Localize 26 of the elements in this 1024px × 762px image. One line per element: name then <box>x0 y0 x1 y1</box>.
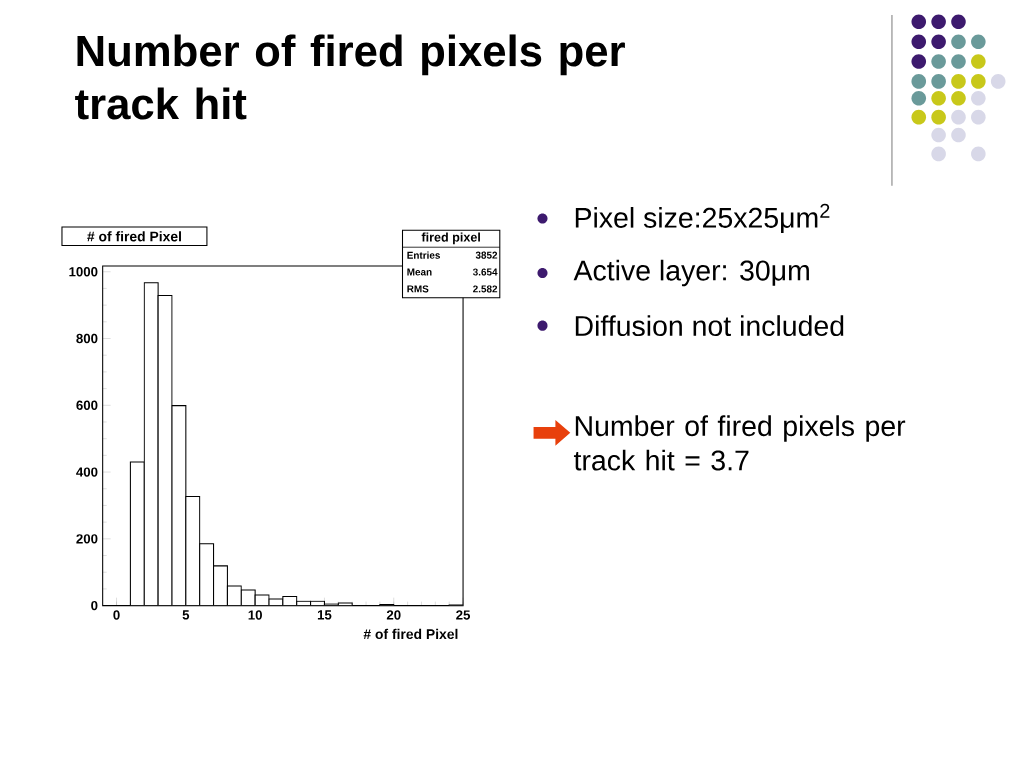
y-tick-label: 600 <box>76 400 98 410</box>
chart-subtitle: # of fired Pixel <box>87 230 181 242</box>
y-tick-label: 800 <box>76 333 98 343</box>
text: 3852 <box>475 251 498 259</box>
x-tick-label: 20 <box>386 610 401 620</box>
y-tick-label: 400 <box>76 467 98 477</box>
annotation: RMS <box>407 285 429 293</box>
x-tick-label: 0 <box>113 610 120 620</box>
text: 3.654 <box>472 268 498 276</box>
text: 2.582 <box>473 285 498 293</box>
x-tick-label: 10 <box>248 610 262 620</box>
x-tick-label: 5 <box>182 610 190 620</box>
text: Diffusion not included <box>575 314 844 336</box>
text: Entries <box>407 251 440 259</box>
text: Number of fired pixels per track hit = 3.7 <box>573 415 906 471</box>
y-tick-label: 1000 <box>69 266 98 277</box>
y-tick-label: 200 <box>76 533 98 544</box>
y-tick-label: 0 <box>91 600 98 611</box>
text: Pixel size:25x25μm$^{2}$ <box>575 203 830 233</box>
annotation: Mean <box>407 268 432 276</box>
chart-title: Number of fired pixels per track hit <box>75 34 625 120</box>
x-tick-label: 25 <box>456 610 471 620</box>
x-axis-title: # of fired Pixel <box>363 628 458 639</box>
text: Active layer: 30μm <box>573 259 809 287</box>
text: fired pixel <box>421 232 480 244</box>
x-tick-label: 15 <box>317 610 332 620</box>
